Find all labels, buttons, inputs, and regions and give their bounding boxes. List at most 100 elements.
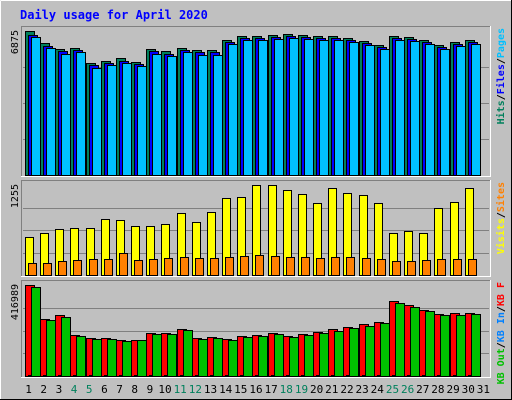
bar-requests-pages-day-12 bbox=[198, 55, 208, 176]
bar-volume-kb-out-day-30 bbox=[471, 314, 481, 377]
x-tick-label-day-13: 13 bbox=[204, 383, 217, 396]
x-tick-label-day-24: 24 bbox=[371, 383, 385, 396]
chart-panels: 6875Hits/Files/Pages1255Visits/Sites4169… bbox=[10, 26, 507, 384]
bar-visits-sites-day-21 bbox=[331, 257, 340, 276]
bar-volume-kb-out-day-2 bbox=[46, 320, 56, 377]
bar-volume-kb-out-day-20 bbox=[319, 333, 329, 377]
bar-visits-sites-day-11 bbox=[180, 257, 189, 276]
bar-visits-sites-day-22 bbox=[346, 257, 355, 276]
x-tick-label-day-7: 7 bbox=[116, 383, 123, 396]
legend-entry: KB In bbox=[496, 312, 507, 342]
x-tick-label-day-16: 16 bbox=[249, 383, 262, 396]
bar-visits-sites-day-1 bbox=[28, 263, 37, 276]
bar-requests-pages-day-6 bbox=[107, 65, 117, 176]
panel-visits: 1255 Visits/Sites bbox=[10, 180, 507, 277]
x-axis-day-labels: 1 2 3 4 5 6 7 8 9 10 11 12 13 14 15 16 17 18 19 20 21 22 23 24 2… bbox=[25, 383, 490, 396]
bar-volume-kb-out-day-21 bbox=[334, 331, 344, 377]
bar-requests-pages-day-11 bbox=[183, 52, 193, 176]
bar-volume-kb-out-day-4 bbox=[76, 336, 86, 377]
bar-visits-sites-day-24 bbox=[377, 259, 386, 276]
bar-volume-kb-out-day-24 bbox=[380, 323, 390, 377]
legend-entry: Hits bbox=[495, 100, 507, 124]
bar-visits-sites-day-5 bbox=[89, 259, 98, 276]
bar-requests-pages-day-23 bbox=[365, 45, 375, 176]
bar-volume-kb-out-day-22 bbox=[349, 328, 359, 377]
legend-entry: KB F bbox=[496, 282, 507, 306]
x-tick-label-day-4: 4 bbox=[71, 383, 78, 396]
bar-volume-kb-out-day-26 bbox=[410, 307, 420, 377]
bar-requests-pages-day-27 bbox=[425, 44, 435, 176]
bar-volume-kb-out-day-10 bbox=[167, 334, 177, 377]
bar-visits-sites-day-16 bbox=[255, 255, 264, 276]
bar-visits-sites-day-4 bbox=[73, 260, 82, 276]
legend-entry: / bbox=[496, 342, 507, 348]
legend-entry: / bbox=[496, 212, 507, 218]
panel-volume-legend: KB Out/KB In/KB F bbox=[496, 282, 507, 384]
x-tick-label-day-15: 15 bbox=[234, 383, 247, 396]
bar-volume-kb-out-day-7 bbox=[122, 341, 132, 377]
x-tick-label-day-8: 8 bbox=[131, 383, 138, 396]
bar-volume-kb-out-day-5 bbox=[92, 339, 102, 377]
bar-visits-sites-day-28 bbox=[437, 259, 446, 276]
x-tick-label-day-1: 1 bbox=[25, 383, 32, 396]
bar-requests-pages-day-28 bbox=[440, 49, 450, 176]
bar-visits-sites-day-19 bbox=[301, 257, 310, 276]
x-tick-label-day-29: 29 bbox=[446, 383, 459, 396]
bar-requests-pages-day-10 bbox=[167, 56, 177, 176]
chart-title: Daily usage for April 2020 bbox=[20, 8, 208, 22]
bar-visits-sites-day-12 bbox=[195, 258, 204, 276]
bar-requests-pages-day-8 bbox=[137, 66, 147, 176]
bar-volume-kb-out-day-3 bbox=[61, 317, 71, 377]
bar-requests-pages-day-1 bbox=[31, 37, 41, 176]
bar-visits-sites-day-27 bbox=[422, 260, 431, 276]
bar-requests-pages-day-15 bbox=[243, 40, 253, 176]
bar-requests-pages-day-7 bbox=[122, 63, 132, 176]
x-tick-label-day-23: 23 bbox=[355, 383, 368, 396]
bar-visits-sites-day-13 bbox=[210, 258, 219, 276]
bar-volume-kb-out-day-23 bbox=[365, 326, 375, 377]
bar-volume-kb-out-day-16 bbox=[258, 336, 268, 377]
legend-entry: / bbox=[496, 94, 507, 100]
legend-entry: / bbox=[496, 306, 507, 312]
panel-requests-legend: Hits/Files/Pages bbox=[495, 28, 507, 124]
x-tick-label-day-21: 21 bbox=[325, 383, 338, 396]
x-tick-label-day-27: 27 bbox=[416, 383, 429, 396]
bar-requests-pages-day-29 bbox=[456, 46, 466, 176]
legend-entry: Sites bbox=[495, 182, 507, 212]
bar-volume-kb-out-day-19 bbox=[304, 335, 314, 377]
x-tick-label-day-20: 20 bbox=[310, 383, 323, 396]
bar-volume-kb-out-day-9 bbox=[152, 334, 162, 377]
x-tick-label-day-25: 25 bbox=[386, 383, 399, 396]
bar-visits-sites-day-18 bbox=[286, 257, 295, 276]
bar-requests-pages-day-25 bbox=[395, 40, 405, 176]
bar-visits-sites-day-25 bbox=[392, 261, 401, 276]
bar-volume-kb-out-day-29 bbox=[456, 315, 466, 377]
bar-volume-kb-out-day-18 bbox=[289, 337, 299, 377]
bar-requests-pages-day-20 bbox=[319, 40, 329, 176]
x-tick-label-day-22: 22 bbox=[340, 383, 353, 396]
bar-requests-pages-day-19 bbox=[304, 39, 314, 176]
bar-visits-sites-day-6 bbox=[104, 259, 113, 276]
bar-visits-sites-day-14 bbox=[225, 257, 234, 276]
x-tick-label-day-17: 17 bbox=[265, 383, 278, 396]
x-tick-label-day-26: 26 bbox=[401, 383, 414, 396]
x-tick-label-day-9: 9 bbox=[147, 383, 154, 396]
panel-requests-ymax-label: 6875 bbox=[10, 30, 21, 54]
bar-volume-kb-out-day-17 bbox=[274, 334, 284, 377]
bar-visits-sites-day-26 bbox=[407, 261, 416, 276]
bar-visits-sites-day-3 bbox=[58, 261, 67, 276]
bar-requests-pages-day-9 bbox=[152, 54, 162, 176]
panel-requests: 6875 Hits/Files/Pages bbox=[10, 26, 507, 177]
legend-entry: / bbox=[496, 58, 507, 64]
bar-requests-pages-day-30 bbox=[471, 44, 481, 176]
bar-requests-pages-day-14 bbox=[228, 44, 238, 176]
legend-entry: Files bbox=[495, 64, 507, 94]
x-tick-label-day-3: 3 bbox=[56, 383, 63, 396]
panel-volume: 416989 KB Out/KB In/KB F bbox=[10, 280, 507, 384]
bar-requests-pages-day-17 bbox=[274, 39, 284, 176]
x-tick-label-day-18: 18 bbox=[280, 383, 293, 396]
bar-visits-sites-day-20 bbox=[316, 258, 325, 276]
x-tick-label-day-5: 5 bbox=[86, 383, 93, 396]
panel-volume-ymax-label: 416989 bbox=[10, 284, 21, 320]
